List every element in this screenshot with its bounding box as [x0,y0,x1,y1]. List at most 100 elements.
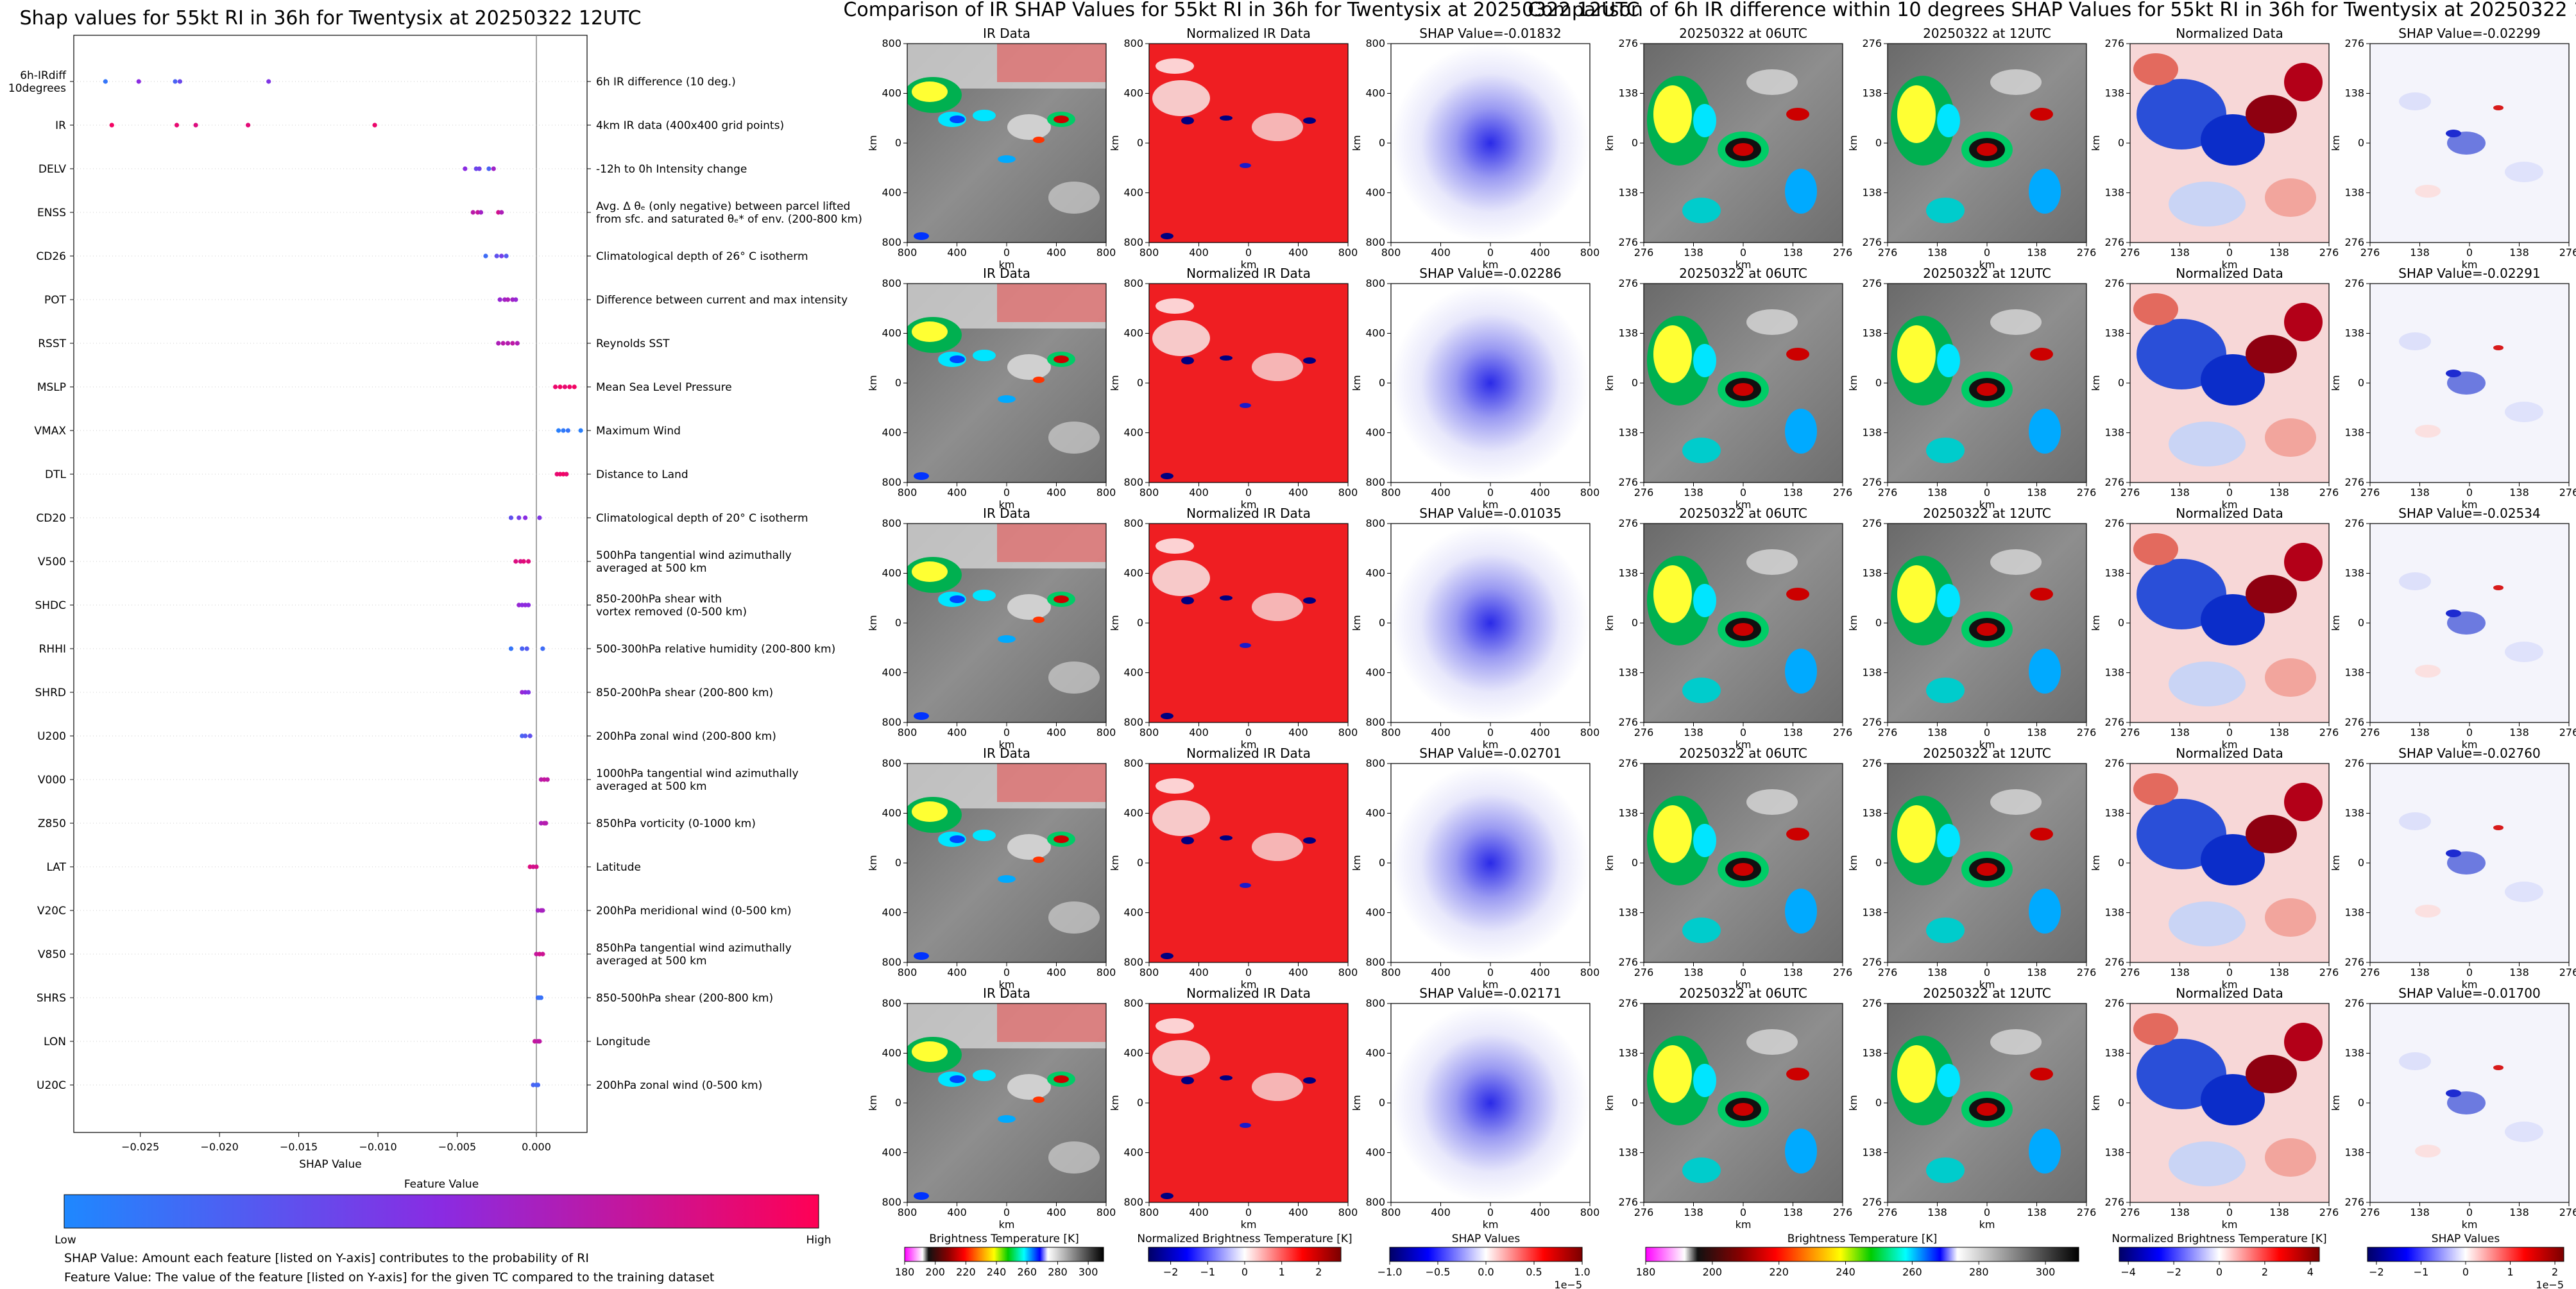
shap-point [537,952,542,957]
ir-comparison-grid: Comparison of IR SHAP Values for 55kt RI… [843,0,1639,1289]
x-tick-label: 138 [2509,966,2529,978]
y-tick-label: 138 [1862,1147,1882,1159]
x-tick-label: 800 [1338,966,1358,978]
feature-description: 850-500hPa shear (200-800 km) [596,992,773,1005]
colorbar-tick-label: 200 [925,1266,945,1278]
heatmap-panel: SHAP Value=-0.02291276276138138001381382… [2330,266,2576,511]
y-tick-label: 138 [1862,667,1882,679]
x-tick-label: 0 [1740,1206,1746,1218]
feature-name-line: SHDC [35,599,66,612]
panel-shap-title: SHAP Value=-0.01035 [1419,506,1561,521]
x-tick-label: 138 [2269,246,2289,259]
x-tick-label: 0 [2466,246,2473,259]
feature-description-line: -12h to 0h Intensity change [596,163,747,176]
y-axis-label: km [1351,855,1363,871]
heatmap-image [1644,284,1843,482]
x-tick-label: 276 [2319,246,2339,259]
y-tick-label: 0 [2358,137,2364,149]
y-tick-label: 800 [1123,236,1143,248]
y-axis-label: km [1847,615,1859,631]
colorbar-tick-label: 240 [987,1266,1007,1278]
colorbar-tick-label: −2 [1163,1266,1179,1278]
y-tick-label: 0 [1137,857,1143,869]
feature-description-line: 200hPa zonal wind (200-800 km) [596,730,776,743]
y-tick-label: 0 [895,137,901,149]
x-tick-label: 0 [2226,486,2233,499]
y-tick-label: 400 [1365,427,1385,439]
x-tick-label: 400 [1046,1206,1066,1218]
shap-point [496,210,501,215]
shap-point [516,515,522,520]
colorbar-tick-label: 0 [2462,1266,2469,1278]
heatmap-image [2370,44,2569,243]
x-tick-label: 276 [2559,726,2576,738]
x-tick-label: 0 [2466,1206,2473,1218]
x-tick-label: 0 [1003,246,1010,259]
feature-description: Avg. Δ θₑ (only negative) between parcel… [596,200,862,226]
colorbar-tick-label: 4 [2307,1266,2314,1278]
y-tick-label: 0 [1875,137,1882,149]
feature-description-line: Reynolds SST [596,337,670,350]
feature-name: SHRD [35,687,66,699]
colorbar-tick-label: 200 [1703,1266,1723,1278]
y-axis-label: km [2330,615,2342,631]
x-tick-label: 276 [2360,1206,2380,1218]
y-axis-label: km [2090,135,2102,151]
feature-name-line: POT [44,294,67,307]
y-tick-label: 0 [1875,857,1882,869]
shap-point [531,864,536,869]
feature-name-line: ENSS [37,207,66,219]
y-tick-label: 276 [2344,997,2364,1009]
feature-description-line: Longitude [596,1036,651,1048]
colorbar: Normalized Brightness Temperature [K] −4 −… [2111,1233,2326,1278]
y-tick-label: 0 [895,377,901,389]
x-axis-label: km [2462,499,2478,511]
colorbar-tick-label: 180 [1636,1266,1656,1278]
y-axis-label: km [1351,375,1363,391]
x-axis-label: km [1736,738,1752,751]
shap-point [497,297,502,302]
colorbar-tick-label: 260 [1017,1266,1037,1278]
y-tick-label: 400 [882,87,901,99]
panel-title: IR Data [983,26,1030,41]
y-tick-label: 0 [1875,617,1882,629]
x-tick-label: 800 [1580,726,1600,738]
panel-title: 20250322 at 12UTC [1923,506,2051,521]
y-tick-label: 800 [882,716,901,728]
feature-description-line: from sfc. and saturated θₑ* of env. (200… [596,213,862,226]
y-tick-label: 400 [1123,807,1143,819]
y-tick-label: 400 [1365,1147,1385,1159]
heatmap-panel: Normalized Data2762761381380013813827627… [2090,26,2339,271]
shap-point [505,341,511,346]
y-tick-label: 276 [2104,476,2124,488]
y-tick-label: 0 [1137,137,1143,149]
shap-summary-chart: Shap values for 55kt RI in 36h for Twent… [8,7,862,1285]
feature-name-line: IR [55,119,66,132]
heatmap-image [1149,764,1348,962]
shap-point [543,821,549,826]
x-tick-label: 400 [1530,966,1550,978]
feature-name: V000 [38,774,66,787]
feature-description: 850hPa tangential wind azimuthally averag… [596,942,792,968]
x-tick-label: 138 [1927,726,1947,738]
x-tick-label: 0 [2226,246,2233,259]
x-tick-label: 800 [1338,1206,1358,1218]
panel-shap-title: SHAP Value=-0.02291 [2398,266,2540,281]
y-tick-label: 276 [1862,476,1882,488]
x-tick-label: 800 [1580,1206,1600,1218]
heatmap-panel: 20250322 at 12UTC27627613813800138138276… [1847,746,2096,991]
x-axis-label: km [999,499,1015,511]
x-tick-label: 138 [2170,1206,2190,1218]
feature-name-line: MSLP [37,381,66,394]
y-tick-label: 138 [2104,187,2124,199]
x-axis-label: km [999,738,1015,751]
y-axis-label: km [1603,615,1616,631]
heatmap-image [1644,44,1843,243]
x-tick-label: 276 [1878,966,1898,978]
x-tick-label: 276 [1634,246,1654,259]
x-tick-label: 276 [2360,966,2380,978]
feature-description-line: Climatological depth of 20° C isotherm [596,512,808,525]
x-tick-label: 138 [2509,726,2529,738]
x-tick-label: 138 [1783,246,1803,259]
x-tick-label: 0 [1740,966,1746,978]
